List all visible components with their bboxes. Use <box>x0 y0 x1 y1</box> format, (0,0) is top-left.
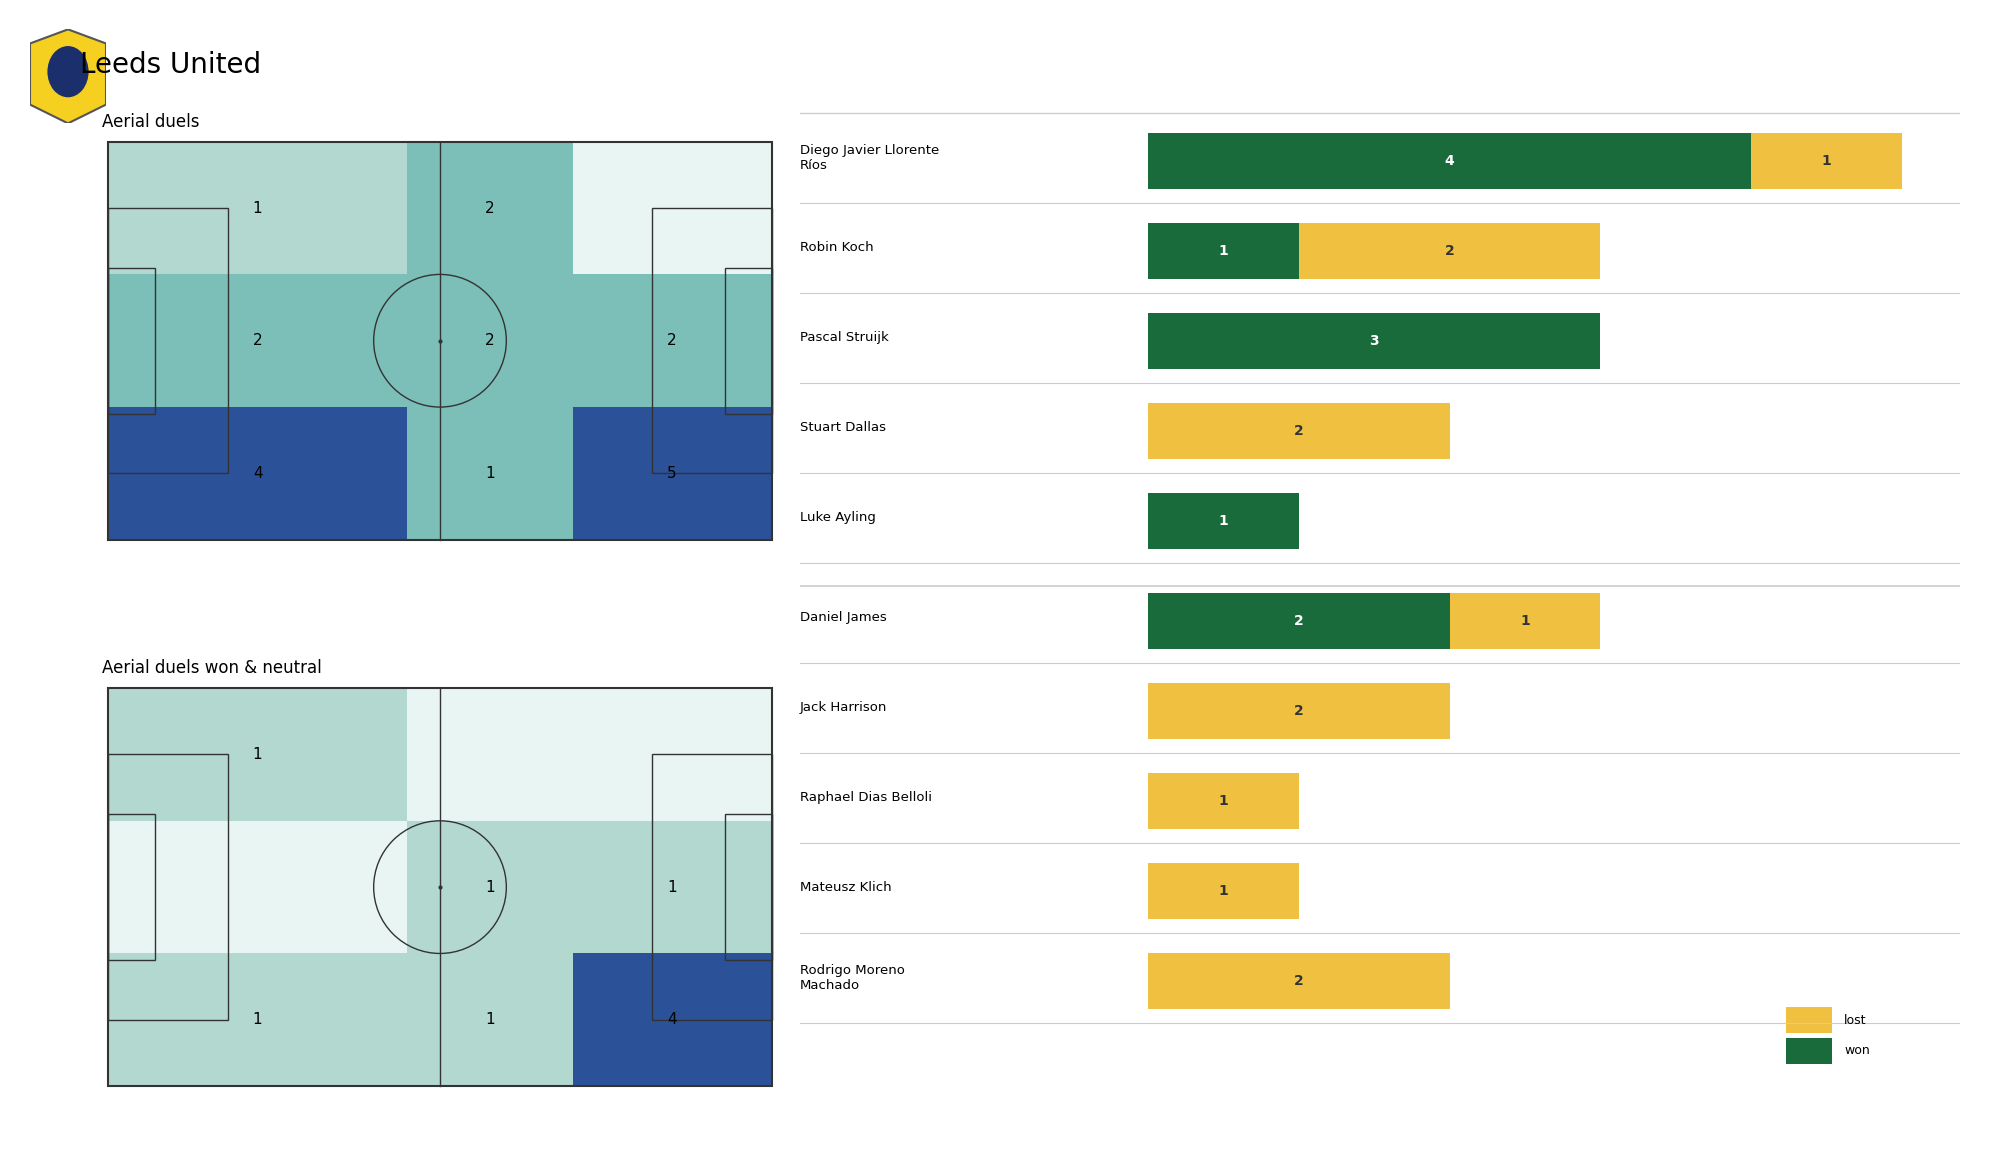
Bar <box>652 208 772 474</box>
Text: 1: 1 <box>1520 615 1530 629</box>
Bar <box>406 689 572 821</box>
Text: 1: 1 <box>252 201 262 215</box>
Bar <box>1148 683 1450 739</box>
Text: Aerial duels: Aerial duels <box>102 113 200 130</box>
Text: Stuart Dallas: Stuart Dallas <box>800 422 886 435</box>
Text: Leeds United: Leeds United <box>80 51 262 79</box>
Bar <box>108 754 228 1020</box>
Text: 1: 1 <box>1218 884 1228 898</box>
Bar <box>572 275 772 407</box>
Text: lost: lost <box>1844 1014 1866 1027</box>
Text: 2: 2 <box>1294 615 1304 629</box>
Text: 1: 1 <box>1218 244 1228 258</box>
Text: 4: 4 <box>252 466 262 481</box>
Text: 1: 1 <box>1218 794 1228 808</box>
Bar <box>1148 953 1450 1009</box>
Bar <box>108 208 228 474</box>
Bar <box>108 814 154 960</box>
Bar <box>108 689 406 821</box>
Bar <box>652 754 772 1020</box>
Text: 3: 3 <box>1370 334 1380 348</box>
Text: 1: 1 <box>252 747 262 761</box>
Bar <box>1148 403 1450 459</box>
Text: 2: 2 <box>484 201 494 215</box>
Text: 4: 4 <box>1444 154 1454 168</box>
Text: 2: 2 <box>484 334 494 348</box>
Circle shape <box>46 46 90 98</box>
Bar <box>1298 223 1600 280</box>
Bar <box>1752 133 1902 189</box>
Bar <box>406 821 572 953</box>
Text: 1: 1 <box>252 1013 262 1027</box>
Bar <box>1148 313 1600 369</box>
Bar <box>1148 223 1298 280</box>
Bar <box>572 821 772 953</box>
Text: 1: 1 <box>1218 515 1228 528</box>
Text: 4: 4 <box>668 1013 676 1027</box>
Bar <box>726 268 772 414</box>
Bar <box>572 407 772 539</box>
Text: 1: 1 <box>1822 154 1832 168</box>
Bar <box>1148 773 1298 830</box>
Text: 2: 2 <box>1294 424 1304 438</box>
Bar <box>572 953 772 1086</box>
Text: Luke Ayling: Luke Ayling <box>800 511 876 524</box>
Bar <box>108 275 406 407</box>
Text: Daniel James: Daniel James <box>800 611 886 624</box>
Bar <box>1786 1007 1832 1033</box>
Bar <box>1450 593 1600 650</box>
Bar <box>572 142 772 275</box>
Bar <box>406 275 572 407</box>
Text: 1: 1 <box>484 466 494 481</box>
Text: won: won <box>1844 1045 1870 1058</box>
Bar <box>108 407 406 539</box>
Polygon shape <box>30 29 106 123</box>
Bar <box>726 814 772 960</box>
Text: 2: 2 <box>1294 974 1304 988</box>
Text: 1: 1 <box>484 1013 494 1027</box>
Text: Raphael Dias Belloli: Raphael Dias Belloli <box>800 791 932 805</box>
Bar <box>1148 593 1450 650</box>
Text: 2: 2 <box>1294 704 1304 718</box>
Bar <box>108 821 406 953</box>
Bar <box>406 142 572 275</box>
Bar <box>1148 494 1298 549</box>
Bar <box>108 142 406 275</box>
Bar <box>108 953 406 1086</box>
Text: Pascal Struijk: Pascal Struijk <box>800 331 888 344</box>
Text: 1: 1 <box>668 880 676 894</box>
Text: 2: 2 <box>252 334 262 348</box>
Bar <box>1148 864 1298 919</box>
Text: Jack Harrison: Jack Harrison <box>800 701 888 714</box>
Bar <box>1786 1038 1832 1063</box>
Text: Robin Koch: Robin Koch <box>800 241 874 254</box>
Text: Diego Javier Llorente
Ríos: Diego Javier Llorente Ríos <box>800 143 940 172</box>
Text: 1: 1 <box>484 880 494 894</box>
Bar <box>1148 133 1752 189</box>
Bar <box>572 689 772 821</box>
Text: Aerial duels won & neutral: Aerial duels won & neutral <box>102 659 322 677</box>
Text: 2: 2 <box>1444 244 1454 258</box>
Text: Rodrigo Moreno
Machado: Rodrigo Moreno Machado <box>800 963 904 992</box>
Bar <box>406 953 572 1086</box>
Text: Mateusz Klich: Mateusz Klich <box>800 881 892 894</box>
Text: 2: 2 <box>668 334 676 348</box>
Text: 5: 5 <box>668 466 676 481</box>
Bar <box>406 407 572 539</box>
Bar <box>108 268 154 414</box>
